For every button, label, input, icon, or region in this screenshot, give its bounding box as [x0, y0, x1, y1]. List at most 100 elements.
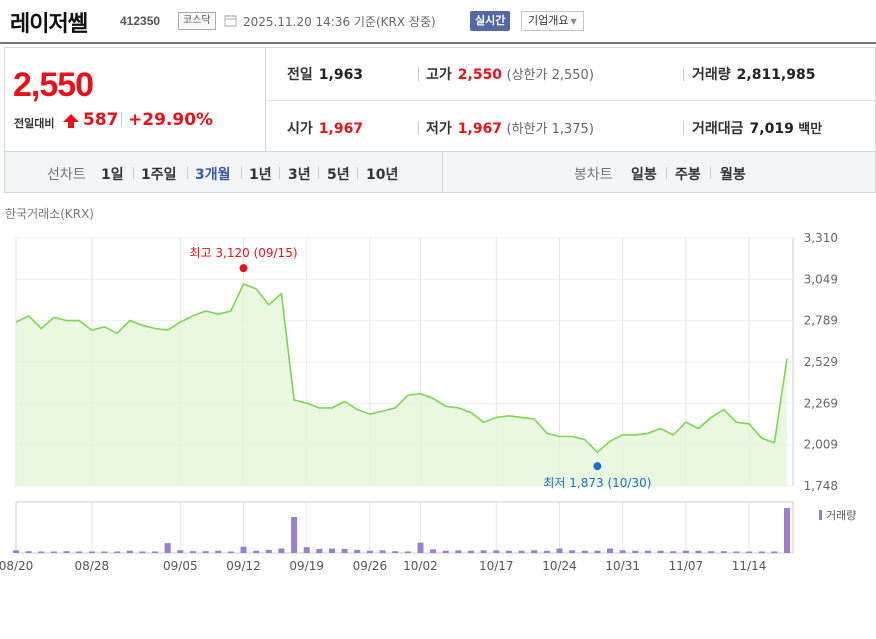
- divider: [683, 67, 684, 81]
- x-tick-label: 09/19: [289, 559, 324, 573]
- volume-bar: [619, 550, 626, 553]
- prev-close-stat: 전일 1,963: [287, 64, 363, 84]
- volume-bar: [50, 551, 57, 553]
- timestamp: 2025.11.20 14:36 기준(KRX 장중): [243, 15, 436, 29]
- volume-bar: [758, 551, 765, 553]
- high-annotation: 최고 3,120 (09/15): [190, 246, 298, 260]
- lower-limit: (하한가 1,375): [506, 122, 594, 137]
- price-line: [15, 282, 788, 454]
- candle-daily[interactable]: 일봉: [631, 167, 657, 183]
- volume-value: 2,811,985: [736, 67, 816, 83]
- price-area-fill: [16, 284, 787, 486]
- volume-bar: [531, 550, 538, 553]
- volume-bar: [771, 551, 778, 553]
- volume-bar: [695, 550, 702, 553]
- volume-bar: [114, 551, 121, 553]
- current-price: 2,550: [13, 66, 94, 104]
- volume-bar: [265, 549, 272, 553]
- x-tick-label: 10/24: [542, 559, 577, 573]
- period-5y[interactable]: 5년: [327, 167, 350, 183]
- volume-bar: [316, 548, 323, 553]
- volume-bar: [392, 551, 399, 553]
- period-bar: 선차트 1일 1주일 3개월 1년 3년 5년 10년 봉차트 일봉 주봉 월봉: [4, 152, 876, 193]
- volume-legend-label: 거래량: [826, 509, 856, 522]
- volume-bar: [708, 551, 715, 553]
- period-1y[interactable]: 1년: [249, 167, 272, 183]
- volume-bar: [607, 548, 614, 553]
- change-percent: +29.90%: [128, 110, 214, 130]
- volume-bar: [594, 550, 601, 553]
- period-1w[interactable]: 1주일: [141, 167, 177, 183]
- volume-bar: [278, 548, 285, 553]
- volume-bar: [632, 550, 639, 553]
- divider: [710, 167, 711, 179]
- period-10y[interactable]: 10년: [366, 167, 399, 183]
- row-divider: [267, 100, 875, 101]
- x-tick-label: 10/17: [479, 559, 514, 573]
- title-bar: 레이저쎌 412350 코스닥 2025.11.20 14:36 기준(KRX …: [0, 0, 876, 44]
- volume-bar: [556, 548, 563, 553]
- divider: [279, 167, 280, 179]
- divider: [241, 167, 242, 179]
- x-tick-label: 10/02: [403, 559, 438, 573]
- high-label: 고가: [426, 67, 452, 83]
- y-tick-label: 2,009: [804, 438, 838, 452]
- low-marker: [593, 462, 602, 471]
- volume-bar: [455, 550, 462, 553]
- y-tick-label: 3,049: [804, 272, 838, 286]
- volume-bar: [404, 551, 411, 553]
- period-3y[interactable]: 3년: [288, 167, 311, 183]
- volume-bar: [328, 548, 335, 553]
- y-axis-ticks: 3,310 3,049 2,789 2,529 2,269 2,009 1,748: [804, 231, 838, 493]
- volume-bar: [341, 548, 348, 553]
- x-tick-label: 09/12: [226, 559, 261, 573]
- y-tick-label: 1,748: [804, 479, 838, 493]
- realtime-button[interactable]: 실시간: [470, 11, 511, 31]
- volume-bar: [152, 551, 159, 553]
- candle-monthly[interactable]: 월봉: [720, 167, 746, 183]
- y-tick-label: 2,789: [804, 314, 838, 328]
- volume-bar: [682, 550, 689, 553]
- low-label: 저가: [426, 121, 452, 137]
- divider: [683, 121, 684, 135]
- high-marker: [239, 264, 248, 273]
- price-chart: 3,310 3,049 2,789 2,529 2,269 2,009 1,748 최고 3…: [0, 231, 856, 573]
- x-tick-label: 11/07: [669, 559, 704, 573]
- volume-legend: 거래량: [819, 509, 856, 522]
- change-amount: 587: [83, 110, 119, 130]
- x-tick-label: 08/28: [75, 559, 110, 573]
- upper-limit: (상한가 2,550): [506, 68, 594, 83]
- volume-legend-swatch: [819, 510, 822, 520]
- volume-bar: [480, 550, 487, 553]
- volume-bar: [88, 551, 95, 553]
- volume-bar: [189, 551, 196, 553]
- volume-bar: [493, 550, 500, 553]
- volume-bar: [569, 550, 576, 553]
- period-1d[interactable]: 1일: [101, 167, 124, 183]
- up-arrow-icon: [63, 114, 79, 128]
- volume-bar: [177, 550, 184, 553]
- volume-frame: [15, 501, 794, 554]
- volume-bar: [670, 551, 677, 553]
- volume-bar: [253, 550, 260, 553]
- period-3m[interactable]: 3개월: [195, 167, 231, 183]
- volume-bar: [354, 549, 361, 553]
- volume-bar: [76, 551, 83, 553]
- company-info-button[interactable]: 기업개요 ▼: [521, 11, 584, 31]
- trade-value-stat: 거래대금 7,019 백만: [692, 118, 822, 138]
- volume-bar: [657, 550, 664, 553]
- candle-weekly[interactable]: 주봉: [675, 167, 701, 183]
- trade-value: 7,019: [749, 121, 794, 137]
- divider: [357, 167, 358, 179]
- divider: [418, 67, 419, 81]
- trade-value-unit: 백만: [798, 122, 823, 137]
- low-stat: 저가 1,967 (하한가 1,375): [426, 118, 594, 138]
- volume-stat: 거래량 2,811,985: [692, 64, 815, 84]
- divider: [418, 121, 419, 135]
- prev-close-value: 1,963: [318, 67, 364, 83]
- chart-annotations: 최고 3,120 (09/15) 최저 1,873 (10/30): [190, 246, 652, 490]
- volume-bar: [543, 550, 550, 553]
- calendar-icon: [224, 15, 237, 27]
- volume-bar: [733, 551, 740, 553]
- company-info-label: 기업개요: [528, 14, 569, 27]
